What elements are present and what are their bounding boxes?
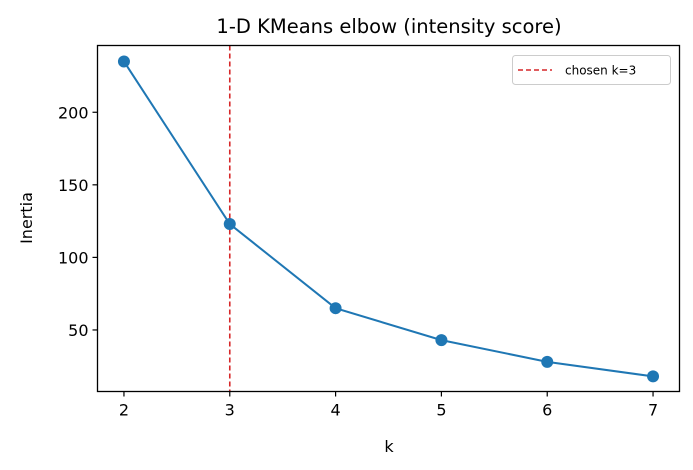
data-point-marker bbox=[541, 355, 554, 368]
plot-area bbox=[117, 45, 660, 392]
y-tick-label: 150 bbox=[58, 176, 89, 195]
data-point-marker bbox=[223, 218, 236, 231]
x-tick-label: 2 bbox=[119, 401, 129, 420]
y-tick-label: 200 bbox=[58, 103, 89, 122]
x-axis-label: k bbox=[384, 437, 394, 456]
inertia-line bbox=[123, 60, 654, 378]
x-tick-label: 4 bbox=[330, 401, 340, 420]
legend-entry-chosen-k: chosen k=3 bbox=[565, 64, 636, 78]
chart-title: 1-D KMeans elbow (intensity score) bbox=[216, 15, 561, 38]
y-tick-label: 50 bbox=[68, 321, 88, 340]
axes-frame bbox=[96, 44, 681, 393]
y-axis-label: Inertia bbox=[17, 192, 36, 244]
x-tick-label: 3 bbox=[225, 401, 235, 420]
y-axis-ticks: 50 100 150 200 bbox=[58, 103, 98, 340]
data-point-marker bbox=[117, 55, 130, 68]
data-point-marker bbox=[329, 302, 342, 315]
y-tick-label: 100 bbox=[58, 248, 89, 267]
x-tick-label: 7 bbox=[648, 401, 658, 420]
x-tick-label: 5 bbox=[436, 401, 446, 420]
x-axis-ticks: 2 3 4 5 6 7 bbox=[119, 391, 658, 420]
x-tick-label: 6 bbox=[542, 401, 552, 420]
data-point-marker bbox=[435, 334, 448, 347]
legend: chosen k=3 bbox=[512, 55, 671, 85]
data-point-marker bbox=[647, 370, 660, 383]
legend-box bbox=[512, 55, 671, 85]
